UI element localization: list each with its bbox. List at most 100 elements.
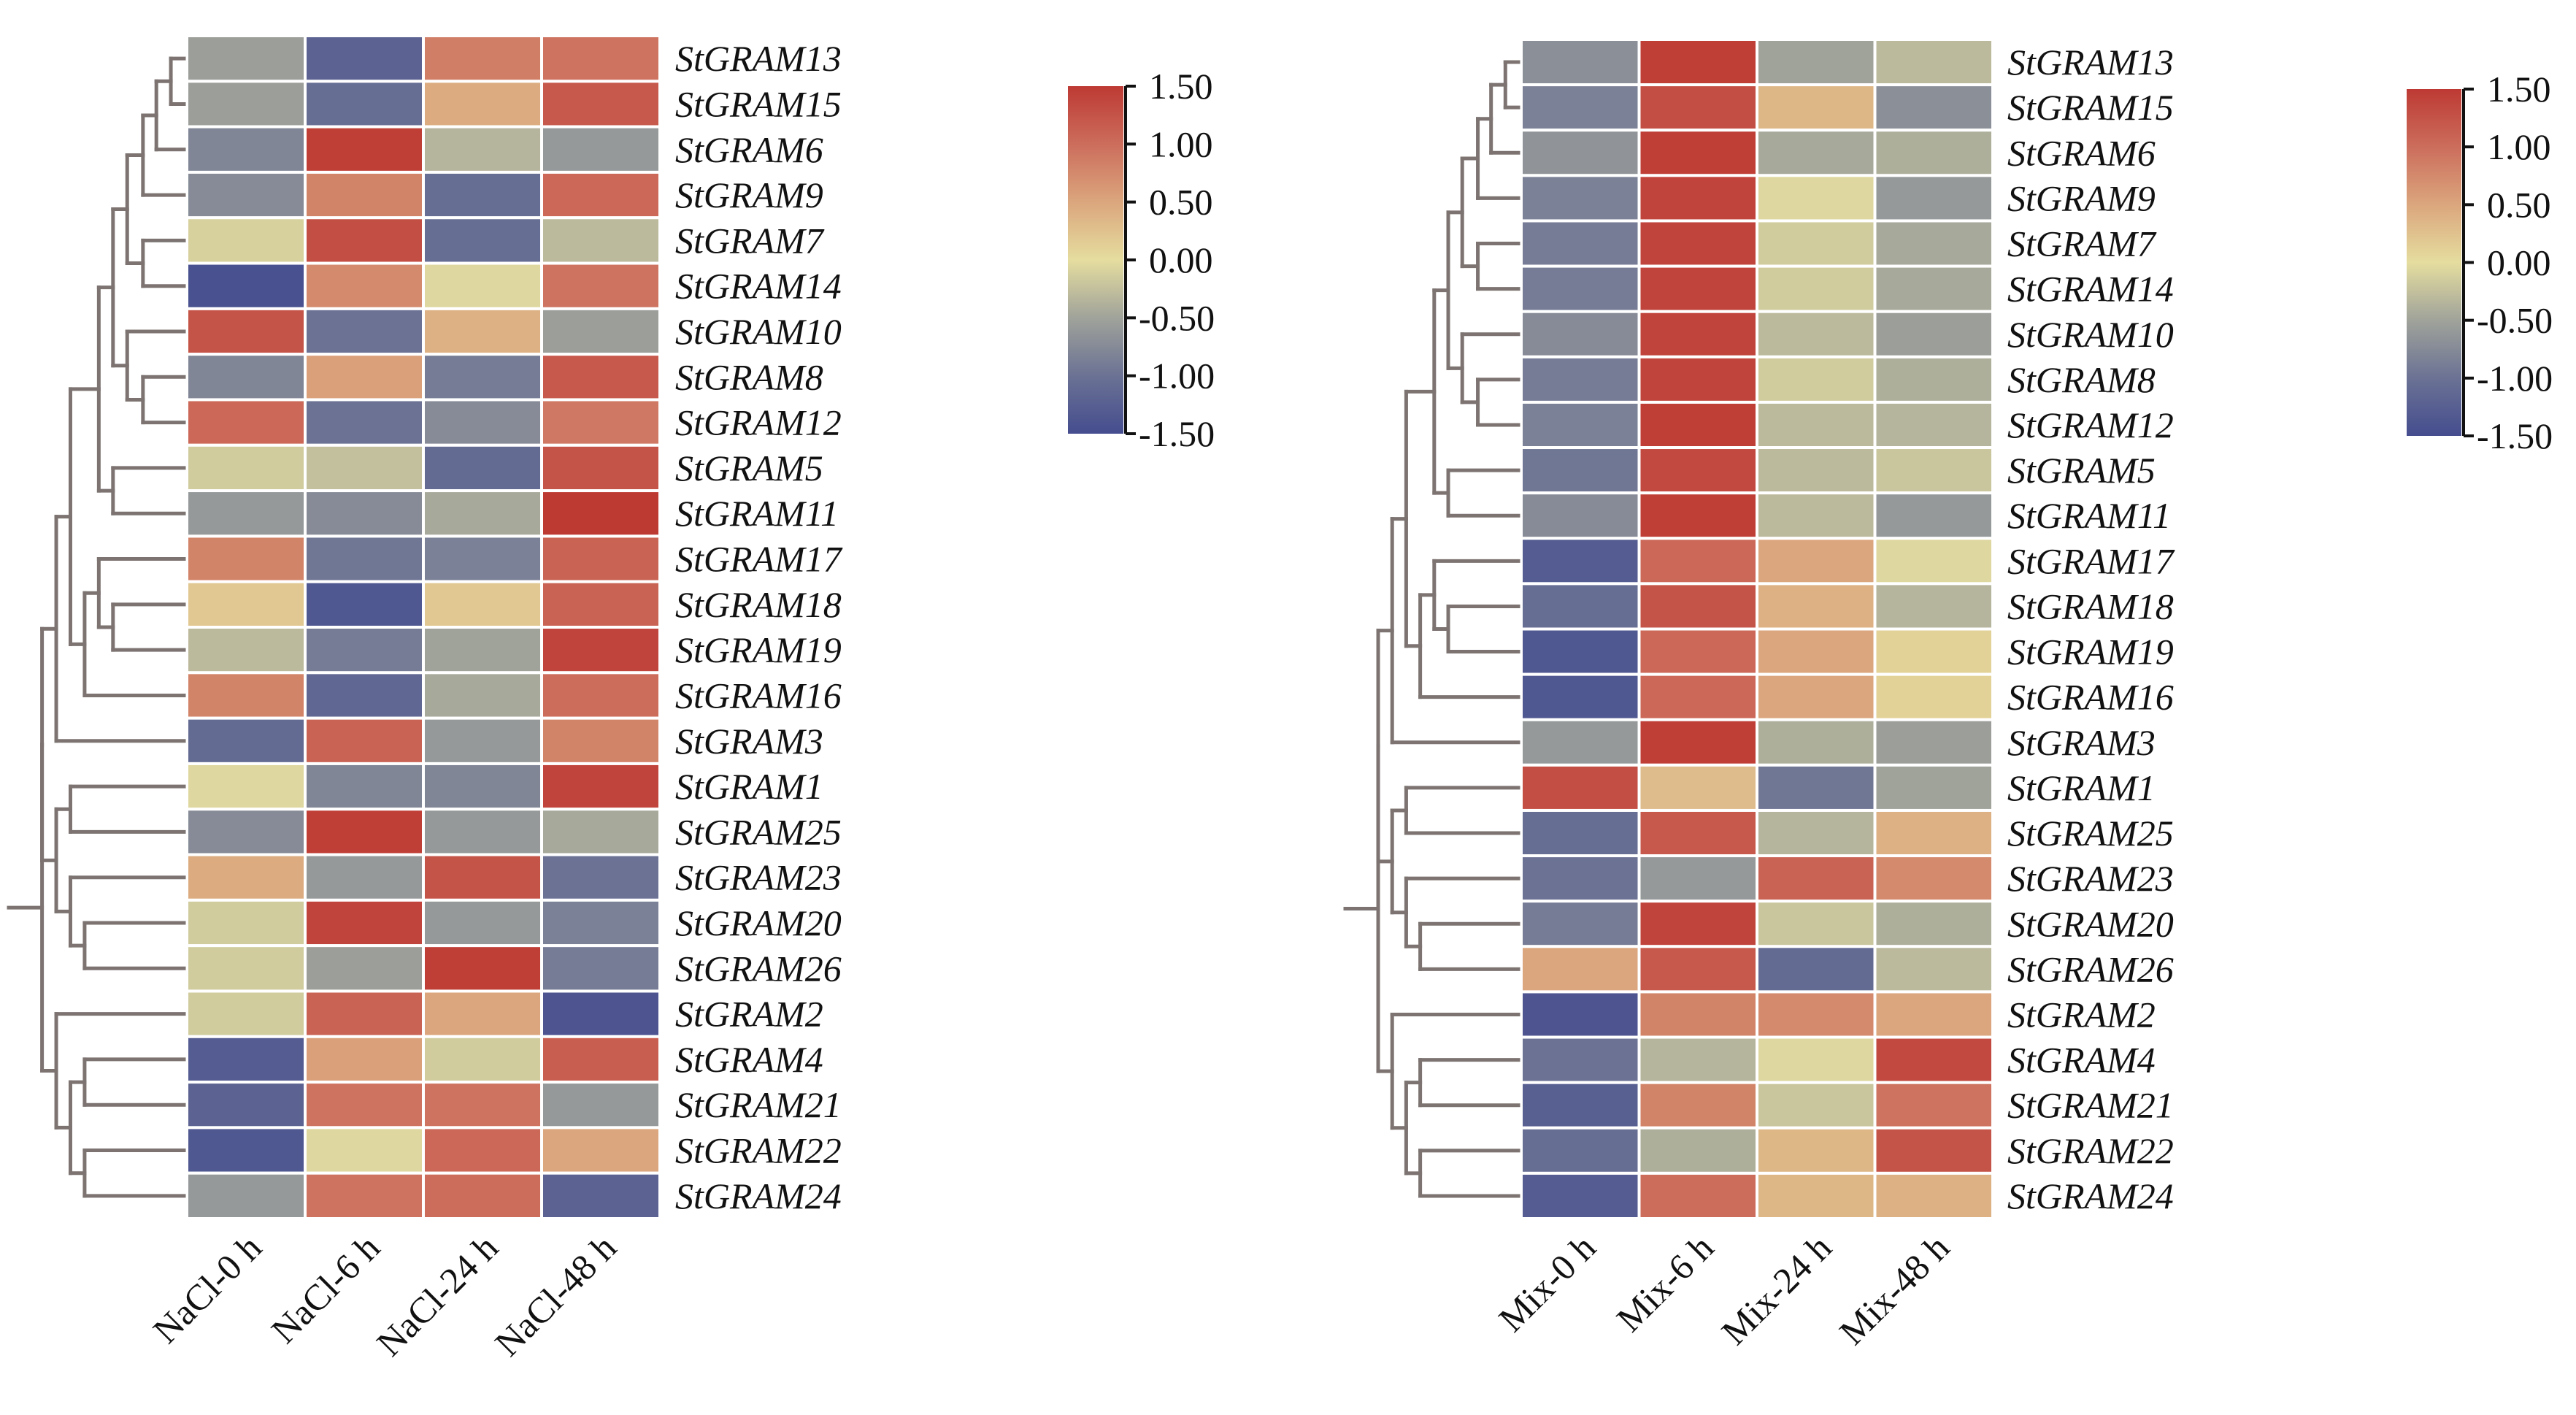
colorbar-tick-label: 0.50 xyxy=(2487,184,2551,225)
heatmap-cell xyxy=(1873,355,1994,404)
row-label: StGRAM26 xyxy=(2007,948,2174,989)
heatmap-cell xyxy=(185,580,307,629)
row-label: StGRAM16 xyxy=(675,675,842,716)
heatmap-cell xyxy=(540,1081,661,1130)
row-label: StGRAM26 xyxy=(675,948,842,989)
heatmap-cell xyxy=(540,898,661,948)
column-label: Mix-6 h xyxy=(1609,1227,1722,1340)
heatmap-cell xyxy=(1637,582,1758,631)
heatmap-cell xyxy=(540,944,661,993)
heatmap-cell xyxy=(540,216,661,265)
row-label: StGRAM10 xyxy=(2007,314,2174,355)
column-label: Mix-24 h xyxy=(1713,1227,1839,1352)
colorbar-gradient xyxy=(1068,86,1123,434)
heatmap-cell xyxy=(1873,900,1994,948)
row-label: StGRAM11 xyxy=(675,493,839,534)
heatmap-cell xyxy=(304,898,425,948)
heatmap-cell xyxy=(540,626,661,675)
heatmap-cell xyxy=(1520,83,1641,132)
row-label: StGRAM16 xyxy=(2007,677,2174,718)
row-label: StGRAM11 xyxy=(2007,495,2171,536)
heatmap-cell xyxy=(1520,1171,1641,1221)
heatmap-cell xyxy=(540,443,661,493)
heatmap-cell xyxy=(1756,808,1877,858)
heatmap-cell xyxy=(1756,1035,1877,1084)
heatmap-cell xyxy=(1756,83,1877,132)
heatmap-cell xyxy=(1756,582,1877,631)
heatmap-cell xyxy=(1873,446,1994,495)
heatmap-cell xyxy=(1520,491,1641,540)
row-label: StGRAM9 xyxy=(675,175,823,215)
heatmap-cell xyxy=(1873,129,1994,177)
heatmap-cell xyxy=(185,898,307,948)
heatmap-cell xyxy=(422,1035,543,1084)
heatmap-cell xyxy=(422,989,543,1038)
heatmap-cell xyxy=(1756,537,1877,586)
colorbar-tick-label: 1.00 xyxy=(2487,126,2551,167)
heatmap-cell xyxy=(1873,219,1994,268)
heatmap-cell xyxy=(185,398,307,447)
colorbar-tick-label: 0.50 xyxy=(1149,182,1213,223)
heatmap-cell xyxy=(1873,1126,1994,1175)
row-label: StGRAM23 xyxy=(675,857,842,898)
heatmap-cell xyxy=(185,443,307,493)
heatmap-cell xyxy=(1637,1035,1758,1084)
heatmap-cell xyxy=(422,34,543,83)
heatmap-cell xyxy=(422,489,543,538)
heatmap-cell xyxy=(422,534,543,583)
heatmap-cell xyxy=(185,80,307,129)
heatmap-cell xyxy=(540,34,661,83)
heatmap-cell xyxy=(304,34,425,83)
heatmap-cell xyxy=(1520,355,1641,404)
heatmap-cell xyxy=(185,34,307,83)
heatmap-cell xyxy=(304,216,425,265)
heatmap-cell xyxy=(422,353,543,402)
heatmap-cell xyxy=(185,216,307,265)
heatmap-cells xyxy=(185,34,661,1220)
column-label: Mix-0 h xyxy=(1491,1227,1604,1340)
heatmap-cell xyxy=(1756,1126,1877,1175)
heatmap-cell xyxy=(304,80,425,129)
row-label: StGRAM5 xyxy=(2007,450,2156,491)
heatmap-cell xyxy=(304,443,425,493)
row-label: StGRAM6 xyxy=(675,129,823,170)
column-label: NaCl-24 h xyxy=(369,1227,506,1364)
heatmap-cell xyxy=(185,808,307,856)
heatmap-cell xyxy=(304,534,425,583)
heatmap-cell xyxy=(540,580,661,629)
heatmap-cell xyxy=(540,1171,661,1220)
row-label: StGRAM22 xyxy=(2007,1130,2174,1171)
heatmap-cell xyxy=(1520,854,1641,903)
heatmap-cell xyxy=(185,353,307,402)
row-dendrogram xyxy=(7,56,186,1198)
heatmap-cell xyxy=(1756,219,1877,268)
heatmap-cell xyxy=(540,125,661,174)
heatmap-cell xyxy=(304,170,425,220)
heatmap-cell xyxy=(540,989,661,1038)
row-label: StGRAM4 xyxy=(2007,1040,2156,1081)
heatmap-cell xyxy=(1637,990,1758,1039)
heatmap-cell xyxy=(1520,718,1641,767)
heatmap-cell xyxy=(540,716,661,765)
heatmap-cell xyxy=(185,626,307,675)
heatmap-cell xyxy=(540,307,661,356)
heatmap-cell xyxy=(1637,718,1758,767)
row-label: StGRAM15 xyxy=(675,83,842,124)
heatmap-cell xyxy=(185,1081,307,1130)
heatmap-cell xyxy=(1756,627,1877,676)
heatmap-cell xyxy=(1637,808,1758,858)
heatmap-cell xyxy=(1873,400,1994,450)
heatmap-cell xyxy=(304,580,425,629)
heatmap-cell xyxy=(1873,264,1994,313)
colorbar-tick-label: -1.50 xyxy=(1139,413,1215,454)
heatmap-cell xyxy=(1756,945,1877,994)
row-label: StGRAM23 xyxy=(2007,858,2174,899)
heatmap-cell xyxy=(1756,310,1877,358)
row-label: StGRAM22 xyxy=(675,1130,842,1171)
row-label: StGRAM6 xyxy=(2007,132,2156,173)
heatmap-cell xyxy=(1637,491,1758,540)
heatmap-cell xyxy=(1756,990,1877,1039)
heatmap-cell xyxy=(1520,627,1641,676)
